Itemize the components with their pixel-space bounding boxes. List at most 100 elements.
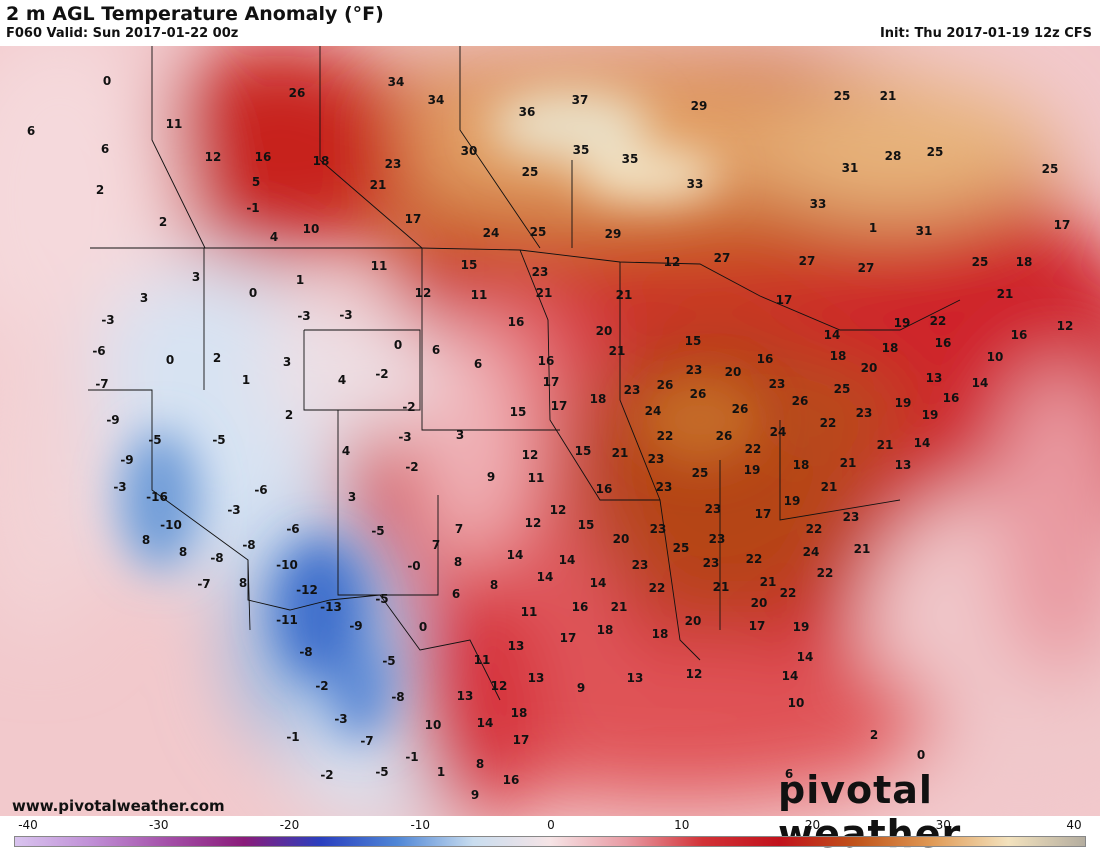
anomaly-value-label: 14 (537, 570, 554, 584)
anomaly-value-label: 23 (703, 556, 720, 570)
anomaly-value-label: 21 (616, 288, 633, 302)
colorbar-tick: 10 (674, 818, 690, 832)
anomaly-value-label: 16 (935, 336, 952, 350)
anomaly-value-label: 18 (590, 392, 607, 406)
anomaly-value-label: 2 (213, 351, 221, 365)
colorbar-tick: -20 (279, 818, 300, 832)
anomaly-value-label: 27 (714, 251, 731, 265)
anomaly-value-label: 20 (613, 532, 630, 546)
anomaly-value-label: 21 (612, 446, 629, 460)
anomaly-value-label: 29 (605, 227, 622, 241)
anomaly-value-label: 11 (474, 653, 491, 667)
anomaly-value-label: 26 (690, 387, 707, 401)
anomaly-value-label: 26 (716, 429, 733, 443)
anomaly-value-label: 6 (452, 587, 460, 601)
anomaly-value-label: 27 (858, 261, 875, 275)
anomaly-value-label: 37 (572, 93, 589, 107)
anomaly-value-label: 23 (650, 522, 667, 536)
anomaly-value-label: 25 (673, 541, 690, 555)
valid-time-label: F060 Valid: Sun 2017-01-22 00z (6, 26, 239, 41)
anomaly-value-label: 6 (785, 767, 793, 781)
anomaly-value-label: 11 (521, 605, 538, 619)
anomaly-value-label: 25 (834, 89, 851, 103)
anomaly-value-label: 17 (749, 619, 766, 633)
anomaly-value-label: 20 (685, 614, 702, 628)
anomaly-value-label: -5 (375, 592, 388, 606)
anomaly-value-label: 21 (840, 456, 857, 470)
anomaly-value-label: -2 (320, 768, 333, 782)
anomaly-value-label: 23 (843, 510, 860, 524)
anomaly-value-label: 6 (101, 142, 109, 156)
anomaly-value-label: 1 (242, 373, 250, 387)
anomaly-value-label: -3 (101, 313, 114, 327)
anomaly-value-label: 21 (880, 89, 897, 103)
anomaly-value-label: 25 (692, 466, 709, 480)
colorbar-tick: 0 (547, 818, 555, 832)
anomaly-value-label: -3 (398, 430, 411, 444)
anomaly-value-label: 34 (428, 93, 445, 107)
anomaly-value-label: 12 (1057, 319, 1074, 333)
anomaly-value-label: 0 (103, 74, 111, 88)
anomaly-value-label: 19 (894, 316, 911, 330)
anomaly-value-label: -7 (360, 734, 373, 748)
anomaly-value-label: -5 (375, 765, 388, 779)
anomaly-value-label: 8 (142, 533, 150, 547)
anomaly-value-label: 11 (371, 259, 388, 273)
anomaly-value-label: 23 (769, 377, 786, 391)
anomaly-value-label: 18 (313, 154, 330, 168)
anomaly-value-label: -13 (320, 600, 342, 614)
anomaly-value-label: 20 (725, 365, 742, 379)
anomaly-value-label: 28 (885, 149, 902, 163)
anomaly-value-label: -1 (405, 750, 418, 764)
anomaly-value-label: 0 (419, 620, 427, 634)
anomaly-value-label: 33 (810, 197, 827, 211)
anomaly-value-label: 16 (943, 391, 960, 405)
anomaly-value-label: 15 (685, 334, 702, 348)
anomaly-value-label: -2 (405, 460, 418, 474)
anomaly-value-label: 21 (854, 542, 871, 556)
anomaly-value-label: 22 (649, 581, 666, 595)
anomaly-value-label: 29 (691, 99, 708, 113)
anomaly-value-label: 8 (490, 578, 498, 592)
anomaly-value-label: 24 (770, 425, 787, 439)
colorbar-tick-labels: -40 -30 -20 -10 0 10 20 30 40 (0, 818, 1100, 834)
anomaly-value-label: 16 (508, 315, 525, 329)
anomaly-value-label: 19 (784, 494, 801, 508)
anomaly-value-label: -1 (286, 730, 299, 744)
anomaly-value-label: 22 (746, 552, 763, 566)
anomaly-value-label: 19 (895, 396, 912, 410)
anomaly-value-label: 9 (471, 788, 479, 802)
anomaly-value-label: 16 (596, 482, 613, 496)
anomaly-value-label: 16 (1011, 328, 1028, 342)
anomaly-value-label: -16 (146, 490, 168, 504)
colorbar-tick: -10 (410, 818, 431, 832)
anomaly-value-label: -6 (254, 483, 267, 497)
anomaly-value-label: 21 (609, 344, 626, 358)
anomaly-value-label: 15 (578, 518, 595, 532)
anomaly-value-label: 11 (471, 288, 488, 302)
anomaly-value-label: -3 (297, 309, 310, 323)
anomaly-value-label: 17 (560, 631, 577, 645)
anomaly-value-label: -5 (382, 654, 395, 668)
anomaly-value-label: -5 (371, 524, 384, 538)
anomaly-value-label: 20 (751, 596, 768, 610)
anomaly-value-label: 14 (914, 436, 931, 450)
anomaly-value-label: 2 (159, 215, 167, 229)
website-label: www.pivotalweather.com (12, 797, 225, 815)
anomaly-value-label: 33 (687, 177, 704, 191)
anomaly-value-label: -12 (296, 583, 318, 597)
anomaly-value-label: 24 (803, 545, 820, 559)
anomaly-value-label: 9 (487, 470, 495, 484)
anomaly-value-label: 14 (590, 576, 607, 590)
anomaly-value-label: 21 (536, 286, 553, 300)
anomaly-value-label: 0 (166, 353, 174, 367)
anomaly-value-label: -3 (227, 503, 240, 517)
anomaly-value-label: -10 (276, 558, 298, 572)
anomaly-value-label: 17 (1054, 218, 1071, 232)
anomaly-value-label: -7 (95, 377, 108, 391)
anomaly-value-label: 16 (572, 600, 589, 614)
anomaly-value-label: 31 (842, 161, 859, 175)
anomaly-value-label: 23 (632, 558, 649, 572)
anomaly-value-label: 19 (922, 408, 939, 422)
